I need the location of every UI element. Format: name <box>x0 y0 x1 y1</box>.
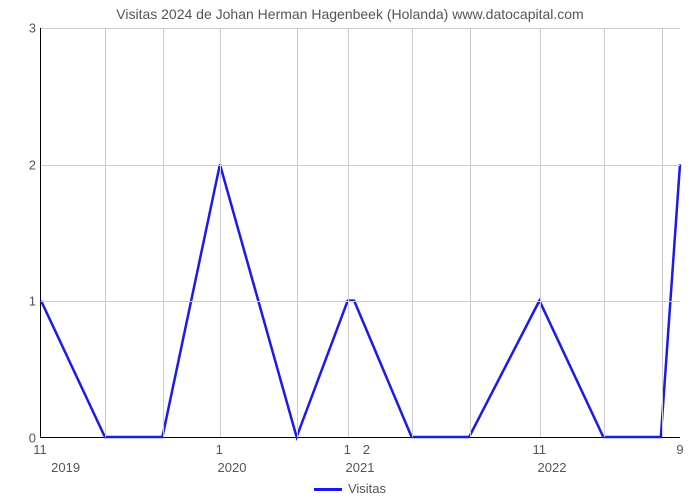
legend-swatch <box>314 488 342 491</box>
gridline-h <box>41 165 680 166</box>
gridline-v <box>220 28 221 437</box>
gridline-v <box>105 28 106 437</box>
gridline-v <box>348 28 349 437</box>
x-tick-minor: 11 <box>33 442 47 457</box>
gridline-h <box>41 301 680 302</box>
y-tick-label: 2 <box>12 157 36 172</box>
chart-container: Visitas 2024 de Johan Herman Hagenbeek (… <box>0 0 700 500</box>
gridline-h <box>41 28 680 29</box>
y-tick-label: 3 <box>12 21 36 36</box>
gridline-v <box>412 28 413 437</box>
gridline-v <box>470 28 471 437</box>
gridline-v <box>163 28 164 437</box>
legend-label: Visitas <box>348 481 386 496</box>
chart-title: Visitas 2024 de Johan Herman Hagenbeek (… <box>0 6 700 22</box>
gridline-v <box>540 28 541 437</box>
x-tick-major: 2022 <box>538 460 567 475</box>
legend: Visitas <box>0 481 700 496</box>
y-tick-label: 1 <box>12 294 36 309</box>
gridline-v <box>297 28 298 437</box>
x-tick-minor: 1 <box>216 442 223 457</box>
x-tick-major: 2019 <box>51 460 80 475</box>
plot-area <box>40 28 680 438</box>
x-tick-major: 2020 <box>218 460 247 475</box>
x-tick-major: 2021 <box>346 460 375 475</box>
x-tick-minor: 11 <box>532 442 546 457</box>
gridline-v <box>662 28 663 437</box>
x-tick-minor: 2 <box>363 442 370 457</box>
x-tick-minor: 9 <box>676 442 683 457</box>
line-series <box>41 28 680 437</box>
gridline-v <box>604 28 605 437</box>
x-tick-minor: 1 <box>344 442 351 457</box>
